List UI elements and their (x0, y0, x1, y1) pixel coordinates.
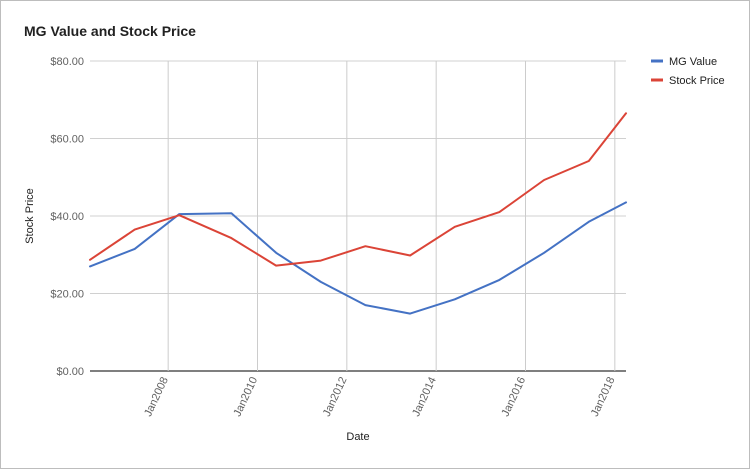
data-point (229, 211, 233, 215)
x-tick-label: Jan2014 (410, 375, 439, 418)
x-tick-label: Jan2010 (232, 375, 261, 418)
data-point (88, 258, 92, 262)
series-line-stock-price (89, 112, 627, 267)
y-tick-label: $40.00 (50, 211, 84, 223)
data-point (497, 278, 501, 282)
x-axis-title: Date (346, 431, 369, 443)
data-point (587, 220, 591, 224)
chart-legend: MG Value Stock Price (651, 56, 725, 87)
x-tick-label: Jan2018 (589, 375, 618, 418)
legend-label: MG Value (669, 56, 717, 68)
data-point (133, 247, 137, 251)
data-point (177, 213, 181, 217)
data-point (133, 228, 137, 232)
x-tick-label: Jan2008 (142, 375, 171, 418)
x-tick-label: Jan2012 (321, 375, 350, 418)
data-point (88, 264, 92, 268)
chart-gridlines (90, 60, 626, 372)
data-point (453, 297, 457, 301)
data-point (542, 251, 546, 255)
y-tick-label: $60.00 (50, 134, 84, 146)
data-point (363, 244, 367, 248)
chart-title: MG Value and Stock Price (24, 23, 196, 39)
y-tick-label: $0.00 (56, 366, 84, 378)
chart-series (88, 111, 628, 316)
data-point (274, 251, 278, 255)
data-point (497, 210, 501, 214)
y-axis-title: Stock Price (24, 188, 36, 244)
data-point (542, 178, 546, 182)
data-point (229, 236, 233, 240)
y-tick-label: $80.00 (50, 56, 84, 68)
data-point (624, 200, 628, 204)
data-point (274, 264, 278, 268)
x-tick-label: Jan2016 (500, 375, 529, 418)
data-point (319, 259, 323, 263)
x-axis-ticks: Jan2008 Jan2010 Jan2012 Jan2014 Jan2016 Jan20… (142, 375, 617, 418)
y-tick-label: $20.00 (50, 289, 84, 301)
data-point (408, 254, 412, 258)
data-point (408, 312, 412, 316)
data-point (587, 159, 591, 163)
data-point (363, 303, 367, 307)
legend-label: Stock Price (669, 75, 725, 87)
data-point (319, 280, 323, 284)
y-axis-ticks: $0.00 $20.00 $40.00 $60.00 $80.00 (50, 56, 84, 378)
data-point (624, 111, 628, 115)
series-line-mg-value (89, 201, 627, 315)
data-point (453, 225, 457, 229)
